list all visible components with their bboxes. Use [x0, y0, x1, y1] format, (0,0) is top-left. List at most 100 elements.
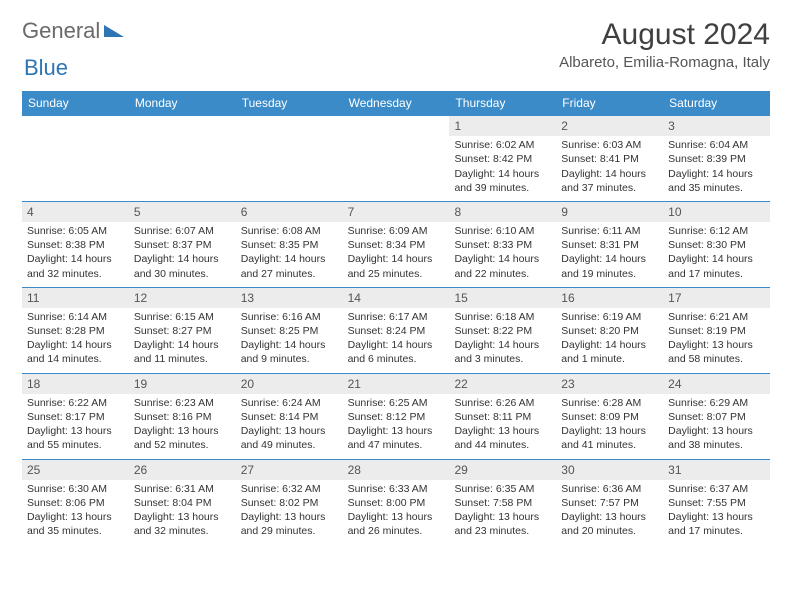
daylight-text: Daylight: 13 hours and 23 minutes. [454, 510, 551, 538]
sunset-text: Sunset: 8:06 PM [27, 496, 124, 510]
daylight-text: Daylight: 14 hours and 19 minutes. [561, 252, 658, 280]
logo: General [22, 18, 126, 44]
sunrise-text: Sunrise: 6:29 AM [668, 396, 765, 410]
day-number: 21 [343, 374, 450, 394]
empty-day-cell: . [236, 116, 343, 201]
calendar-page: General August 2024 Albareto, Emilia-Rom… [0, 0, 792, 554]
daylight-text: Daylight: 14 hours and 6 minutes. [348, 338, 445, 366]
day-number: 2 [556, 116, 663, 136]
sunset-text: Sunset: 8:41 PM [561, 152, 658, 166]
sunset-text: Sunset: 8:07 PM [668, 410, 765, 424]
day-number: 5 [129, 202, 236, 222]
day-number: 27 [236, 460, 343, 480]
sunrise-text: Sunrise: 6:22 AM [27, 396, 124, 410]
daylight-text: Daylight: 14 hours and 35 minutes. [668, 167, 765, 195]
day-cell: 28Sunrise: 6:33 AMSunset: 8:00 PMDayligh… [343, 460, 450, 545]
sunrise-text: Sunrise: 6:35 AM [454, 482, 551, 496]
sunrise-text: Sunrise: 6:12 AM [668, 224, 765, 238]
day-cell: 23Sunrise: 6:28 AMSunset: 8:09 PMDayligh… [556, 374, 663, 459]
day-number: 13 [236, 288, 343, 308]
sunset-text: Sunset: 8:16 PM [134, 410, 231, 424]
day-cell: 15Sunrise: 6:18 AMSunset: 8:22 PMDayligh… [449, 288, 556, 373]
sunset-text: Sunset: 8:09 PM [561, 410, 658, 424]
day-number: 11 [22, 288, 129, 308]
day-number: 8 [449, 202, 556, 222]
empty-day-cell: . [343, 116, 450, 201]
day-number: 28 [343, 460, 450, 480]
daylight-text: Daylight: 14 hours and 25 minutes. [348, 252, 445, 280]
title-block: August 2024 Albareto, Emilia-Romagna, It… [559, 18, 770, 71]
sunset-text: Sunset: 7:55 PM [668, 496, 765, 510]
day-cell: 26Sunrise: 6:31 AMSunset: 8:04 PMDayligh… [129, 460, 236, 545]
weeks-container: ....1Sunrise: 6:02 AMSunset: 8:42 PMDayl… [22, 115, 770, 544]
month-title: August 2024 [559, 18, 770, 52]
sunrise-text: Sunrise: 6:26 AM [454, 396, 551, 410]
day-cell: 20Sunrise: 6:24 AMSunset: 8:14 PMDayligh… [236, 374, 343, 459]
daylight-text: Daylight: 13 hours and 44 minutes. [454, 424, 551, 452]
daylight-text: Daylight: 13 hours and 26 minutes. [348, 510, 445, 538]
day-cell: 30Sunrise: 6:36 AMSunset: 7:57 PMDayligh… [556, 460, 663, 545]
day-cell: 5Sunrise: 6:07 AMSunset: 8:37 PMDaylight… [129, 202, 236, 287]
day-cell: 16Sunrise: 6:19 AMSunset: 8:20 PMDayligh… [556, 288, 663, 373]
daylight-text: Daylight: 14 hours and 1 minute. [561, 338, 658, 366]
day-number: 25 [22, 460, 129, 480]
daylight-text: Daylight: 14 hours and 9 minutes. [241, 338, 338, 366]
sunset-text: Sunset: 8:14 PM [241, 410, 338, 424]
sunset-text: Sunset: 7:58 PM [454, 496, 551, 510]
week-row: 4Sunrise: 6:05 AMSunset: 8:38 PMDaylight… [22, 201, 770, 287]
daylight-text: Daylight: 13 hours and 32 minutes. [134, 510, 231, 538]
day-cell: 13 Sunrise: 6:16 AMSunset: 8:25 PMDayligh… [236, 288, 343, 373]
day-number: 1 [449, 116, 556, 136]
sunset-text: Sunset: 8:35 PM [241, 238, 338, 252]
logo-text-2: Blue [24, 55, 68, 80]
day-number: 9 [556, 202, 663, 222]
sunrise-text: Sunrise: 6:07 AM [134, 224, 231, 238]
sunset-text: Sunset: 8:27 PM [134, 324, 231, 338]
sunrise-text: Sunrise: 6:24 AM [241, 396, 338, 410]
day-number: 10 [663, 202, 770, 222]
day-number: 20 [236, 374, 343, 394]
week-row: 25Sunrise: 6:30 AMSunset: 8:06 PMDayligh… [22, 459, 770, 545]
sunset-text: Sunset: 8:22 PM [454, 324, 551, 338]
day-cell: 27Sunrise: 6:32 AMSunset: 8:02 PMDayligh… [236, 460, 343, 545]
sunset-text: Sunset: 8:11 PM [454, 410, 551, 424]
day-number: 16 [556, 288, 663, 308]
day-cell: 24Sunrise: 6:29 AMSunset: 8:07 PMDayligh… [663, 374, 770, 459]
day-cell: 31Sunrise: 6:37 AMSunset: 7:55 PMDayligh… [663, 460, 770, 545]
daylight-text: Daylight: 14 hours and 11 minutes. [134, 338, 231, 366]
sunset-text: Sunset: 8:28 PM [27, 324, 124, 338]
daylight-text: Daylight: 14 hours and 3 minutes. [454, 338, 551, 366]
sunrise-text: Sunrise: 6:36 AM [561, 482, 658, 496]
sunrise-text: Sunrise: 6:08 AM [241, 224, 338, 238]
daylight-text: Daylight: 14 hours and 30 minutes. [134, 252, 231, 280]
daylight-text: Daylight: 13 hours and 55 minutes. [27, 424, 124, 452]
sunrise-text: Sunrise: 6:31 AM [134, 482, 231, 496]
daylight-text: Daylight: 13 hours and 35 minutes. [27, 510, 124, 538]
sunrise-text: Sunrise: 6:05 AM [27, 224, 124, 238]
sunset-text: Sunset: 8:42 PM [454, 152, 551, 166]
sunset-text: Sunset: 8:00 PM [348, 496, 445, 510]
sunset-text: Sunset: 8:38 PM [27, 238, 124, 252]
weekday-header: Saturday [663, 91, 770, 115]
weekday-header: Wednesday [343, 91, 450, 115]
sunrise-text: Sunrise: 6:16 AM [241, 310, 338, 324]
sunset-text: Sunset: 8:17 PM [27, 410, 124, 424]
day-cell: 4Sunrise: 6:05 AMSunset: 8:38 PMDaylight… [22, 202, 129, 287]
sunrise-text: Sunrise: 6:37 AM [668, 482, 765, 496]
day-cell: 8Sunrise: 6:10 AMSunset: 8:33 PMDaylight… [449, 202, 556, 287]
week-row: 18Sunrise: 6:22 AMSunset: 8:17 PMDayligh… [22, 373, 770, 459]
sunrise-text: Sunrise: 6:10 AM [454, 224, 551, 238]
sunrise-text: Sunrise: 6:17 AM [348, 310, 445, 324]
sunset-text: Sunset: 8:25 PM [241, 324, 338, 338]
day-number: 30 [556, 460, 663, 480]
day-number: 22 [449, 374, 556, 394]
logo-text-1: General [22, 18, 100, 44]
daylight-text: Daylight: 13 hours and 52 minutes. [134, 424, 231, 452]
sunrise-text: Sunrise: 6:28 AM [561, 396, 658, 410]
sunrise-text: Sunrise: 6:15 AM [134, 310, 231, 324]
daylight-text: Daylight: 14 hours and 37 minutes. [561, 167, 658, 195]
sunset-text: Sunset: 8:02 PM [241, 496, 338, 510]
day-cell: 29Sunrise: 6:35 AMSunset: 7:58 PMDayligh… [449, 460, 556, 545]
daylight-text: Daylight: 13 hours and 29 minutes. [241, 510, 338, 538]
day-cell: 19Sunrise: 6:23 AMSunset: 8:16 PMDayligh… [129, 374, 236, 459]
